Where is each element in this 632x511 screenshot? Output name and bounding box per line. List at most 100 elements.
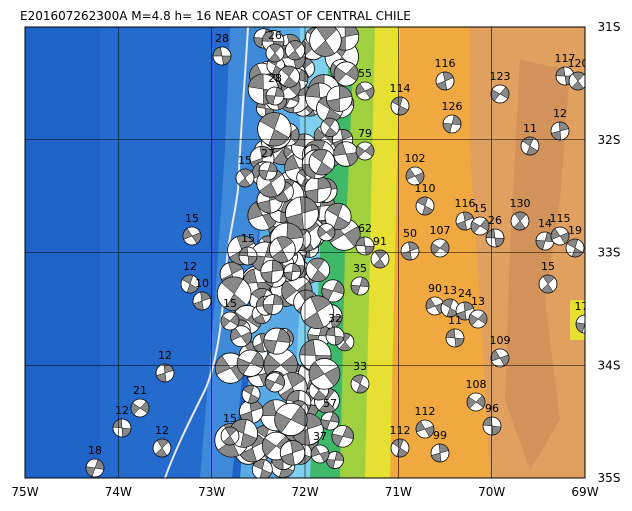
focal-mechanism (310, 444, 330, 464)
compression-quadrant (522, 136, 538, 156)
depth-label: 123 (490, 70, 511, 83)
focal-mechanism (355, 81, 375, 101)
depth-label: 13 (471, 295, 485, 308)
compression-quadrant (575, 322, 585, 333)
focal-mechanism (251, 458, 273, 478)
lat-label: 34S (598, 358, 621, 372)
lat-label: 32S (598, 133, 621, 147)
compression-quadrant (350, 277, 370, 295)
focal-mechanism (112, 418, 132, 438)
depth-label: 24 (458, 287, 472, 300)
focal-mechanism (520, 136, 540, 156)
focal-mechanism (238, 246, 258, 266)
depth-label: 21 (133, 384, 147, 397)
depth-label: 19 (568, 224, 582, 237)
compression-quadrant (263, 328, 291, 354)
focal-mechanism (405, 166, 425, 186)
compression-quadrant (130, 401, 150, 415)
depth-label: 102 (405, 152, 426, 165)
focal-mechanism (331, 425, 354, 448)
focal-mechanism (265, 43, 285, 63)
focal-mechanism (435, 71, 455, 91)
compression-quadrant (442, 114, 462, 134)
lon-label: 71W (385, 485, 412, 499)
focal-mechanism (510, 211, 530, 231)
focal-mechanism (220, 311, 240, 331)
depth-label: 14 (538, 217, 552, 230)
compression-quadrant (416, 196, 434, 216)
compression-quadrant (466, 395, 486, 409)
focal-mechanism (260, 259, 284, 284)
focal-mechanism (258, 161, 278, 181)
compression-quadrant (456, 211, 474, 231)
compression-quadrant (238, 168, 252, 188)
compression-quadrant (325, 326, 345, 346)
depth-label: 91 (373, 235, 387, 248)
depth-label: 117 (555, 52, 576, 65)
compression-quadrant (513, 211, 527, 231)
depth-label: 126 (442, 100, 463, 113)
lon-label: 75W (11, 485, 38, 499)
lon-label: 70W (478, 485, 505, 499)
focal-mechanism (355, 236, 375, 256)
focal-mechanism (324, 202, 352, 230)
compression-quadrant (212, 46, 232, 66)
depth-label: 55 (358, 67, 372, 80)
graticule: 75W 74W 73W 72W 71W 70W 69W 31S 32S 33S 34S 35S (11, 20, 620, 499)
compression-quadrant (541, 274, 555, 294)
compression-quadrant (431, 443, 449, 463)
focal-mechanism (538, 274, 558, 294)
depth-label: 174 (575, 300, 596, 313)
focal-mechanism (216, 276, 252, 312)
depth-label: 26 (268, 29, 282, 42)
compression-quadrant (351, 374, 369, 394)
depth-label: 18 (88, 444, 102, 457)
title: E201607262300A M=4.8 h= 16 NEAR COAST OF… (20, 9, 411, 23)
focal-mechanism (230, 325, 252, 348)
compression-quadrant (181, 274, 199, 294)
depth-label: 15 (241, 232, 255, 245)
focal-mechanism (257, 112, 292, 147)
depth-label: 112 (390, 424, 411, 437)
depth-label: 90 (428, 282, 442, 295)
focal-mechanism (568, 71, 585, 91)
depth-label: 112 (415, 405, 436, 418)
focal-mechanism (470, 216, 490, 236)
lon-label: 73W (198, 485, 225, 499)
focal-mechanism (192, 291, 212, 311)
focal-mechanism (350, 276, 370, 296)
depth-label: 15 (223, 297, 237, 310)
depth-label: 62 (358, 222, 372, 235)
compression-quadrant (355, 83, 375, 99)
focal-mechanism (309, 27, 342, 57)
focal-mechanism (85, 458, 105, 478)
lat-label: 33S (598, 246, 621, 260)
focal-mechanism (285, 40, 306, 61)
focal-mechanism (235, 168, 255, 188)
lon-label: 74W (105, 485, 132, 499)
focal-mechanism (445, 328, 465, 348)
compression-quadrant (373, 249, 387, 269)
focal-mechanism (482, 416, 502, 436)
depth-label: 35 (353, 262, 367, 275)
depth-label: 115 (550, 212, 571, 225)
focal-mechanism (415, 419, 435, 439)
depth-label: 116 (455, 197, 476, 210)
compression-quadrant (271, 236, 294, 263)
focal-mechanism (308, 358, 341, 390)
focal-mechanism (466, 392, 486, 412)
compression-quadrant (280, 65, 298, 88)
compression-quadrant (155, 438, 169, 458)
lon-label: 72W (291, 485, 318, 499)
focal-mechanism (326, 85, 353, 112)
focal-mechanism (220, 426, 240, 446)
depth-label: 15 (238, 154, 252, 167)
focal-mechanism (333, 141, 359, 167)
focal-mechanism (400, 241, 420, 261)
focal-mechanism (485, 228, 505, 248)
compression-quadrant (470, 218, 490, 234)
focal-mechanism (212, 46, 232, 66)
compression-quadrant (571, 71, 585, 91)
compression-quadrant (311, 149, 333, 176)
